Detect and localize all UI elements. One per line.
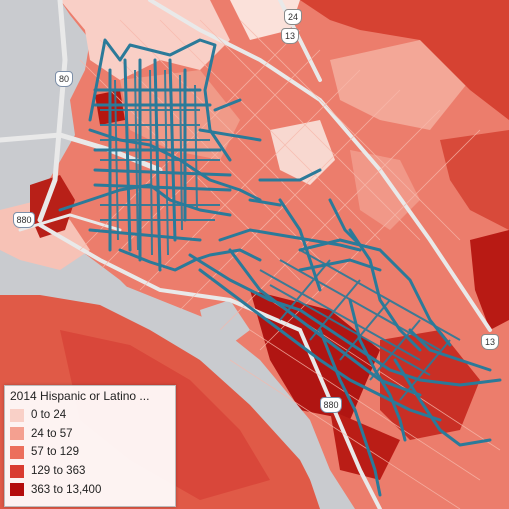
highway-shield-80: 80 xyxy=(55,71,73,87)
legend-label: 0 to 24 xyxy=(31,409,67,422)
inner-harbor xyxy=(200,300,250,345)
highway-shield-24: 24 xyxy=(284,9,302,25)
highway-shield-880b: 880 xyxy=(320,397,342,413)
legend-item: 0 to 24 xyxy=(5,406,175,425)
highway-shield-880: 880 xyxy=(13,212,35,228)
tract-medium-2 xyxy=(330,40,470,130)
legend-swatch xyxy=(10,408,24,422)
transit-route-dense xyxy=(100,69,461,401)
tract-light-center xyxy=(270,120,335,185)
legend-swatch xyxy=(10,464,24,478)
legend-item: 129 to 363 xyxy=(5,462,175,481)
legend-label: 57 to 129 xyxy=(31,446,79,459)
legend-item: 57 to 129 xyxy=(5,443,175,462)
estuary-channel xyxy=(0,280,340,509)
tract-dark-ne xyxy=(300,0,509,120)
legend-label: 24 to 57 xyxy=(31,427,73,440)
legend-label: 363 to 13,400 xyxy=(31,483,102,496)
legend-item: 24 to 57 xyxy=(5,425,175,444)
highway-shield-13a: 13 xyxy=(281,28,299,44)
highway-shield-13b: 13 xyxy=(481,334,499,350)
tract-medium-3 xyxy=(350,150,420,230)
legend-title: 2014 Hispanic or Latino ... xyxy=(10,389,150,403)
map-legend[interactable]: 2014 Hispanic or Latino ... 0 to 24 24 t… xyxy=(4,385,176,507)
tract-dark-e xyxy=(440,130,509,230)
legend-swatch xyxy=(10,427,24,441)
legend-swatch xyxy=(10,445,24,459)
legend-swatch xyxy=(10,483,24,497)
tract-darkest-e xyxy=(470,230,509,330)
legend-label: 129 to 363 xyxy=(31,465,86,478)
tract-darkest-s xyxy=(330,410,400,480)
legend-item: 363 to 13,400 xyxy=(5,480,175,499)
